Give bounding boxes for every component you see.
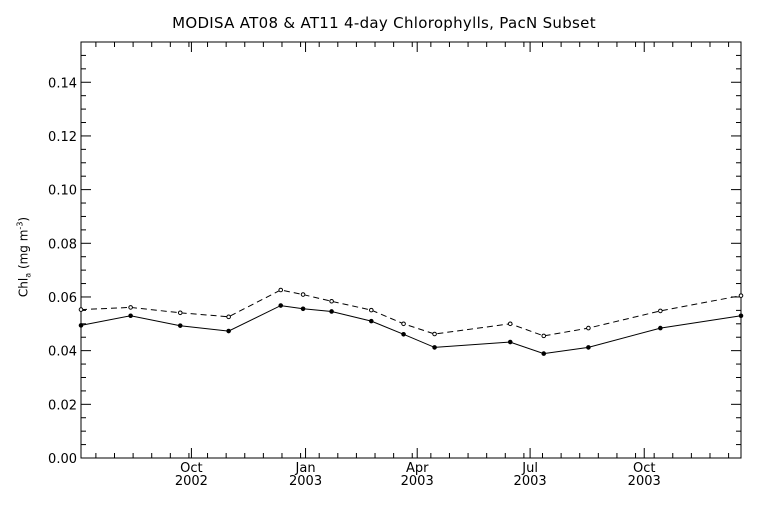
y-tick-label: 0.14 xyxy=(48,76,77,91)
data-point-solid xyxy=(300,306,306,312)
chart-title: MODISA AT08 & AT11 4-day Chlorophylls, P… xyxy=(172,14,596,32)
data-point-solid xyxy=(78,323,84,328)
data-point-solid xyxy=(541,351,547,356)
x-tick-label-month: Oct xyxy=(633,461,655,476)
y-tick-label: 0.12 xyxy=(48,130,77,145)
x-tick-label-year: 2003 xyxy=(289,474,322,489)
data-point-dashed xyxy=(586,325,591,331)
data-point-dashed xyxy=(401,321,406,327)
data-point-solid xyxy=(586,345,591,350)
data-point-dashed xyxy=(432,331,437,337)
data-point-solid xyxy=(128,313,133,319)
data-point-dashed xyxy=(738,293,744,298)
x-tick-label-year: 2003 xyxy=(514,474,547,489)
data-point-dashed xyxy=(177,310,183,316)
x-tick-label-year: 2003 xyxy=(628,474,661,489)
data-point-solid xyxy=(329,309,334,314)
data-point-solid xyxy=(226,328,231,334)
data-point-solid xyxy=(401,331,406,337)
data-point-dashed xyxy=(278,287,284,293)
y-tick-label: 0.08 xyxy=(48,237,77,252)
x-tick-label-year: 2003 xyxy=(401,474,434,489)
x-tick-label-month: Apr xyxy=(406,461,429,476)
data-point-solid xyxy=(369,318,374,324)
data-point-dashed xyxy=(369,307,374,313)
x-tick-label-month: Jan xyxy=(295,461,316,476)
y-tick-label: 0.10 xyxy=(48,184,77,199)
data-point-solid xyxy=(658,325,663,331)
series-lines xyxy=(78,287,744,356)
data-point-dashed xyxy=(128,305,133,310)
x-tick-label-year: 2002 xyxy=(175,474,208,489)
x-tick-label-month: Oct xyxy=(180,461,202,476)
data-point-dashed xyxy=(78,307,84,312)
data-point-dashed xyxy=(329,298,334,304)
y-tick-label: 0.04 xyxy=(48,345,77,360)
data-point-dashed xyxy=(226,314,231,320)
x-tick-label-month: Jul xyxy=(521,461,538,476)
data-point-solid xyxy=(738,313,744,319)
y-tick-label: 0.06 xyxy=(48,291,77,306)
data-point-solid xyxy=(507,339,513,345)
data-point-solid xyxy=(432,345,437,350)
data-point-solid xyxy=(177,323,183,328)
y-tick-label: 0.00 xyxy=(48,452,77,467)
data-point-dashed xyxy=(658,308,663,314)
data-point-solid xyxy=(278,303,284,308)
y-tick-labels: 0.00 0.02 0.04 0.06 0.08 0.10 0.12 0.14 xyxy=(48,76,77,467)
plot-frame xyxy=(80,41,742,459)
data-point-dashed xyxy=(507,321,513,327)
series-line-dashed xyxy=(80,289,742,337)
data-point-dashed xyxy=(541,333,547,339)
axis-ticks xyxy=(81,41,741,459)
data-point-dashed xyxy=(300,292,306,297)
y-tick-label: 0.02 xyxy=(48,398,77,413)
